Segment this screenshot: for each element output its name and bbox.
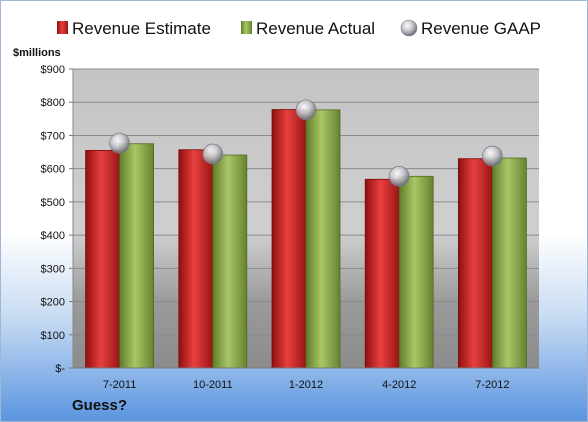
legend-swatch-revenue-estimate <box>57 21 68 34</box>
y-tick-label: $600 <box>41 164 65 176</box>
legend: Revenue Estimate Revenue Actual Revenue … <box>57 19 541 38</box>
y-tick-label: $800 <box>41 97 65 109</box>
gaap-marker <box>295 99 317 121</box>
gaap-marker <box>388 165 410 187</box>
bar-revenue-actual <box>305 109 341 369</box>
y-tick-label: $400 <box>41 230 65 242</box>
y-axis-ticks: $- $100 $200 $300 $400 $500 $600 $700 $800 $900 <box>41 64 66 375</box>
y-tick-label: $900 <box>41 64 65 76</box>
legend-item-revenue-estimate: Revenue Estimate <box>57 19 211 38</box>
y-tick-label: $700 <box>41 130 65 142</box>
y-tick-label: $100 <box>41 330 65 342</box>
y-axis-label: $millions <box>13 47 61 59</box>
bar-revenue-estimate <box>457 158 493 369</box>
x-tick-label: 7-2012 <box>475 379 509 391</box>
bars <box>85 109 527 369</box>
x-tick-label: 4-2012 <box>382 379 416 391</box>
y-tick-label: $300 <box>41 263 65 275</box>
x-tick-label: 7-2011 <box>103 379 136 391</box>
legend-swatch-revenue-actual <box>241 21 252 34</box>
gaap-marker <box>481 145 503 167</box>
x-tick-label: 1-2012 <box>289 379 323 391</box>
chart-annotation: Guess? <box>72 397 128 414</box>
legend-label-revenue-estimate: Revenue Estimate <box>72 19 211 38</box>
bar-revenue-actual <box>491 157 527 369</box>
bar-revenue-actual <box>119 143 154 369</box>
bar-revenue-actual <box>212 154 248 369</box>
x-tick-label: 10-2011 <box>193 379 233 391</box>
y-tick-label: $500 <box>41 197 65 209</box>
bar-revenue-estimate <box>85 149 120 369</box>
legend-label-revenue-actual: Revenue Actual <box>256 19 375 38</box>
legend-marker-revenue-gaap <box>400 19 418 37</box>
x-axis-ticks: 7-2011 10-2011 1-2012 4-2012 7-2012 <box>103 379 510 391</box>
y-tick-label: $200 <box>41 297 65 309</box>
y-tick-label: $- <box>55 363 65 375</box>
legend-item-revenue-actual: Revenue Actual <box>241 19 375 38</box>
bar-revenue-estimate <box>271 109 307 369</box>
bar-revenue-actual <box>398 175 434 369</box>
bar-revenue-estimate <box>178 149 214 369</box>
gaap-markers <box>109 99 503 187</box>
gaap-marker <box>109 132 130 154</box>
bar-revenue-estimate <box>364 178 400 369</box>
legend-label-revenue-gaap: Revenue GAAP <box>421 19 541 38</box>
gaap-marker <box>202 143 224 165</box>
legend-item-revenue-gaap: Revenue GAAP <box>400 19 541 38</box>
